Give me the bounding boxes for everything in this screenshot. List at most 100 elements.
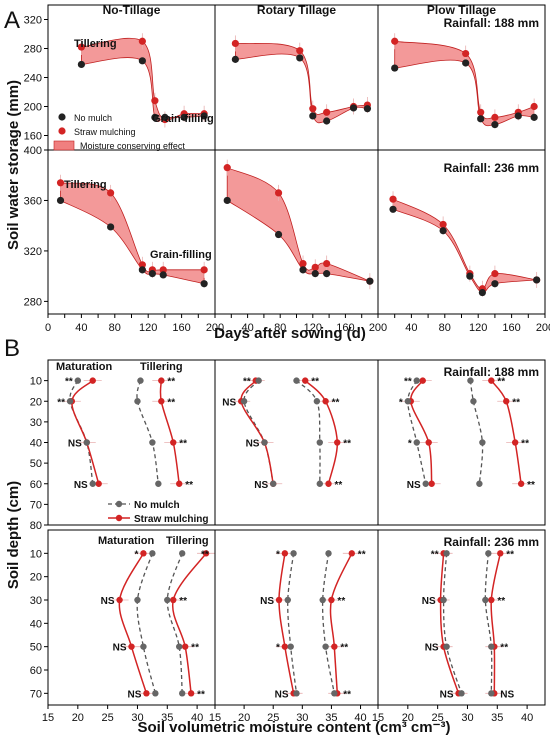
no-mulch-point [363,105,372,113]
tillage-title: Rotary Tillage [257,3,336,17]
no-mulch-point [309,112,317,120]
no-mulch-point [479,439,486,446]
significance-label: NS [74,480,88,491]
x-tick-label: 200 [536,322,550,334]
straw-point [56,179,65,187]
no-mulch-point [149,550,156,557]
significance-label: ** [527,480,535,491]
significance-label: ** [167,397,175,408]
no-mulch-point [176,643,183,650]
no-mulch-point [313,398,321,405]
significance-label: NS [113,643,127,654]
x-axis-label-b: Soil volumetric moisture content (cm³ cm… [138,719,451,736]
plot-frame [214,359,379,526]
no-mulch-profile [469,380,484,484]
straw-point [389,195,397,203]
straw-point [95,480,102,487]
straw-point [200,266,208,274]
x-tick-label: 15 [209,712,221,724]
y-axis-label-a: Soil water storage (mm) [5,80,22,250]
significance-label: ** [343,439,351,450]
straw-profile [118,552,148,694]
straw-profile [329,552,353,694]
significance-label: NS [500,689,514,700]
significance-label: NS [254,480,268,491]
significance-label: * [135,549,139,560]
x-tick-label: 25 [432,712,444,724]
significance-label: ** [311,377,319,388]
no-mulch-point [476,480,483,487]
y-tick-label: 50 [30,642,42,654]
straw-point [281,550,289,557]
no-mulch-point [439,227,447,235]
straw-point [170,596,177,604]
straw-point [323,108,331,116]
no-mulch-point [149,439,156,446]
no-mulch-point [148,270,156,278]
x-tick-label: 120 [469,322,487,334]
legend-straw-label: Straw mulching [74,127,136,137]
y-tick-label: 280 [24,296,42,308]
rainfall-label: Rainfall: 188 mm [444,365,539,379]
straw-point [107,189,115,197]
significance-label: NS [260,596,274,607]
no-mulch-point [482,596,489,604]
stage-label: Tillering [166,535,209,547]
no-mulch-point [331,690,338,697]
x-tick-label: 30 [461,712,473,724]
stage-label: Maturation [98,535,155,547]
straw-point [187,690,195,697]
straw-point [158,398,165,405]
x-axis-label-a: Days after sowing (d) [214,325,366,342]
x-tick-label: 40 [405,322,417,334]
x-tick-label: 35 [161,712,173,724]
no-mulch-point [316,480,323,487]
x-tick-label: 40 [191,712,203,724]
straw-point [428,480,435,487]
no-mulch-point [155,480,162,487]
significance-label: NS [275,689,289,700]
y-tick-label: 70 [30,688,42,700]
y-tick-label: 20 [30,572,42,584]
straw-point [419,377,426,384]
no-mulch-profile [287,553,298,694]
legend-effect-label: Moisture conserving effect [80,141,185,151]
no-mulch-point [488,690,495,697]
no-mulch-point [349,104,358,112]
straw-point [488,596,495,604]
stage-label: Maturation [56,361,113,373]
straw-point [491,113,499,121]
no-mulch-point [296,54,304,62]
y-tick-label: 10 [30,548,42,560]
no-mulch-point [107,223,115,231]
significance-label: ** [167,377,175,388]
x-tick-label: 40 [521,712,533,724]
straw-point [116,596,123,604]
no-mulch-point [138,266,146,274]
significance-label: NS [440,689,454,700]
no-mulch-point [485,550,492,557]
no-mulch-point [325,550,332,557]
straw-profile [278,553,295,694]
no-mulch-point [443,550,450,557]
moisture-effect-band [392,198,537,294]
no-mulch-point [290,550,297,557]
x-tick-label: 30 [296,712,308,724]
y-tick-label: 20 [30,396,42,408]
significance-label: ** [500,643,508,654]
straw-point [275,596,283,604]
no-mulch-point [478,288,486,297]
significance-label: ** [431,549,439,560]
no-mulch-point [134,398,141,405]
no-mulch-point [231,55,239,63]
straw-point [231,39,239,48]
significance-label: ** [497,596,505,607]
no-mulch-point [134,596,141,604]
significance-label: ** [57,397,65,408]
straw-point [331,643,338,650]
straw-point [158,377,165,384]
straw-point [334,439,341,446]
y-tick-label: 40 [30,438,42,450]
straw-point [425,439,432,446]
x-tick-label: 35 [491,712,503,724]
